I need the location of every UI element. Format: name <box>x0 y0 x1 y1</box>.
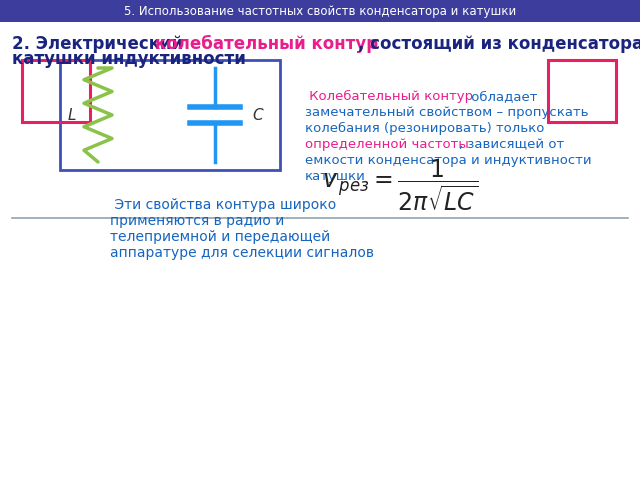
Text: $\mathit{v}_{\,\mathit{рез}} = \dfrac{1}{2\pi\sqrt{LC}}$: $\mathit{v}_{\,\mathit{рез}} = \dfrac{1}… <box>322 157 478 213</box>
Text: L: L <box>68 108 76 122</box>
Text: 5. Использование частотных свойств конденсатора и катушки: 5. Использование частотных свойств конде… <box>124 4 516 17</box>
Bar <box>60 60 280 170</box>
Text: колебания (резонировать) только: колебания (резонировать) только <box>305 122 545 135</box>
Text: замечательный свойством – пропускать: замечательный свойством – пропускать <box>305 106 589 119</box>
Text: катушки: катушки <box>305 170 366 183</box>
Text: катушки индуктивности: катушки индуктивности <box>12 50 246 68</box>
Text: C: C <box>253 108 263 122</box>
Bar <box>0 0 640 22</box>
Text: 2. Электрический: 2. Электрический <box>12 35 195 53</box>
Text: аппаратуре для селекции сигналов: аппаратуре для селекции сигналов <box>110 246 374 260</box>
Text: Колебательный контур: Колебательный контур <box>305 90 473 103</box>
Text: емкости конденсатора и индуктивности: емкости конденсатора и индуктивности <box>305 154 591 167</box>
Text: обладает: обладает <box>467 90 538 103</box>
Text: телеприемной и передающей: телеприемной и передающей <box>110 230 330 244</box>
Text: колебательный контур: колебательный контур <box>155 35 378 53</box>
Text: определенной частоты: определенной частоты <box>305 138 468 151</box>
Text: применяются в радио и: применяются в радио и <box>110 214 284 228</box>
Text: , состоящий из конденсатора и: , состоящий из конденсатора и <box>358 35 640 53</box>
Bar <box>22 60 90 122</box>
Text: , зависящей от: , зависящей от <box>459 138 564 151</box>
Bar <box>548 60 616 122</box>
Text: Эти свойства контура широко: Эти свойства контура широко <box>110 198 336 212</box>
